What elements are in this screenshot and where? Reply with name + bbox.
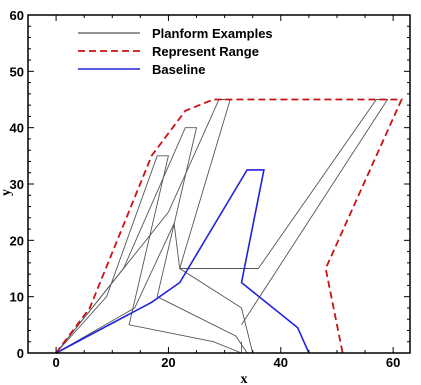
legend-label-1: Represent Range	[152, 44, 259, 59]
legend-label-0: Planform Examples	[152, 26, 273, 41]
series-0-line-1	[55, 127, 248, 354]
legend: Planform Examples Represent Range Baseline	[78, 26, 273, 77]
series-0-line-0	[55, 155, 242, 354]
y-tick-label-60: 60	[10, 8, 24, 23]
y-tick-label-20: 20	[10, 233, 24, 248]
x-tick-label-40: 40	[274, 355, 288, 370]
x-axis-label: x	[241, 372, 248, 385]
x-tick-label-20: 20	[161, 355, 175, 370]
series-layer	[55, 98, 403, 354]
y-axis-label: y	[0, 189, 14, 196]
y-tick-label-10: 10	[10, 290, 24, 305]
ticks-layer: 0 20 40 60 0 10 20 30 40 50 60	[10, 8, 410, 370]
legend-label-2: Baseline	[152, 62, 205, 77]
x-tick-label-60: 60	[386, 355, 400, 370]
y-tick-label-50: 50	[10, 64, 24, 79]
plot-frame	[27, 14, 411, 354]
y-tick-label-40: 40	[10, 121, 24, 136]
x-tick-label-0: 0	[52, 355, 59, 370]
series-2-line-0	[55, 169, 310, 354]
series-0-line-3	[55, 99, 389, 354]
y-tick-label-30: 30	[10, 177, 24, 192]
y-tick-label-0: 0	[17, 346, 24, 361]
series-1-line-0	[55, 98, 403, 354]
